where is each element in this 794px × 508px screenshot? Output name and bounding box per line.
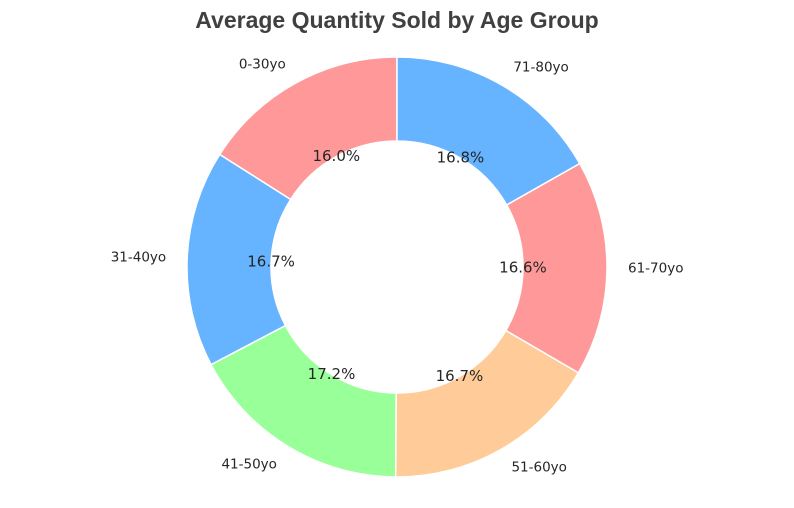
slice-71-80yo bbox=[396, 56, 581, 206]
percent-label-41-50yo: 17.2% bbox=[308, 365, 356, 383]
category-label-61-70yo: 61-70yo bbox=[628, 260, 683, 276]
percent-label-51-60yo: 16.7% bbox=[436, 367, 484, 385]
percent-label-31-40yo: 16.7% bbox=[247, 252, 295, 270]
category-label-0-30yo: 0-30yo bbox=[239, 57, 286, 73]
percent-label-0-30yo: 16.0% bbox=[312, 147, 360, 165]
category-label-41-50yo: 41-50yo bbox=[221, 456, 276, 472]
labels-group: 0-30yo 16.0% 31-40yo 16.7% 41-50yo 17.2% 51-60… bbox=[111, 57, 684, 476]
category-label-31-40yo: 31-40yo bbox=[111, 250, 166, 266]
percent-label-71-80yo: 16.8% bbox=[437, 149, 485, 167]
percent-label-61-70yo: 16.6% bbox=[499, 258, 547, 276]
category-label-51-60yo: 51-60yo bbox=[511, 460, 566, 476]
slices-group bbox=[186, 56, 608, 478]
chart-title: Average Quantity Sold by Age Group bbox=[195, 7, 598, 33]
category-label-71-80yo: 71-80yo bbox=[513, 59, 568, 75]
